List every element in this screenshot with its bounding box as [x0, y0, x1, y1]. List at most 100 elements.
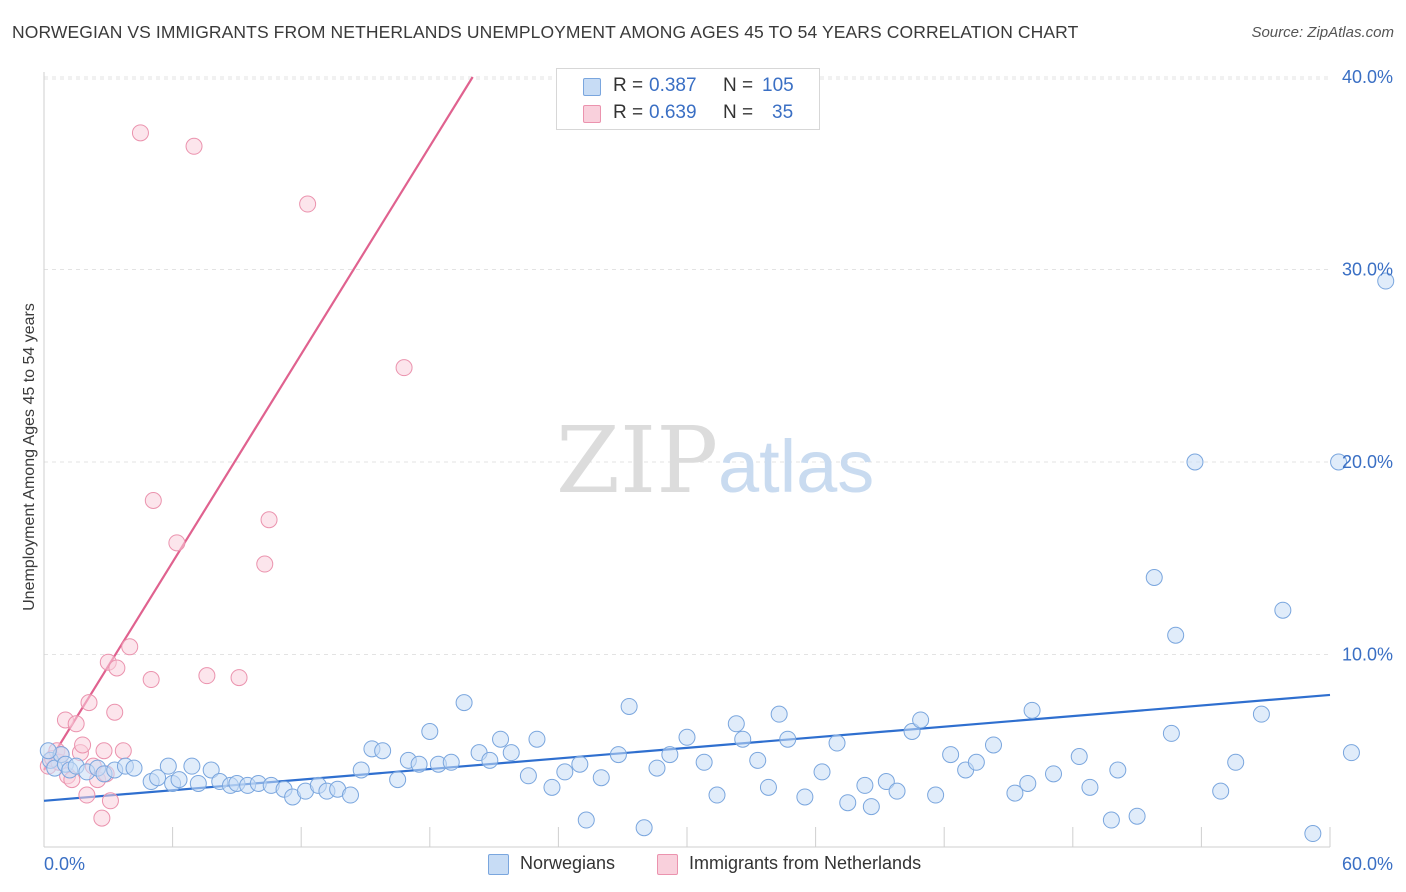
data-point-immigrants: [95, 742, 113, 760]
legend-swatch-pink: [583, 105, 601, 123]
data-point-immigrants: [114, 742, 132, 760]
data-point-norwegians: [1227, 753, 1245, 771]
data-point-immigrants: [108, 659, 126, 677]
y-tick-label: 20.0%: [1342, 452, 1393, 472]
r-label: R =: [613, 75, 644, 96]
data-point-norwegians: [1109, 761, 1127, 779]
data-point-norwegians: [813, 763, 831, 781]
data-point-norwegians: [528, 730, 546, 748]
data-point-immigrants: [93, 809, 111, 827]
data-point-norwegians: [984, 736, 1002, 754]
data-point-norwegians: [1102, 811, 1120, 829]
series-norwegians-points: [39, 272, 1395, 843]
data-point-norwegians: [609, 746, 627, 764]
legend-swatch-immigrants: [657, 854, 678, 875]
legend-swatch-norwegians: [488, 854, 509, 875]
data-point-immigrants: [78, 786, 96, 804]
data-point-norwegians: [862, 798, 880, 816]
x-tick-label: 60.0%: [1342, 854, 1393, 874]
data-point-norwegians: [1274, 601, 1292, 619]
data-point-norwegians: [1304, 825, 1322, 843]
data-point-norwegians: [543, 778, 561, 796]
data-point-norwegians: [39, 742, 57, 760]
data-point-immigrants: [395, 359, 413, 377]
data-point-immigrants: [185, 137, 203, 155]
data-point-norwegians: [352, 761, 370, 779]
data-point-norwegians: [828, 734, 846, 752]
legend-swatch-blue: [583, 78, 601, 96]
data-point-norwegians: [779, 730, 797, 748]
data-point-norwegians: [796, 788, 814, 806]
data-point-immigrants: [260, 511, 278, 529]
axes: [43, 72, 1331, 848]
data-point-norwegians: [1081, 778, 1099, 796]
data-point-immigrants: [106, 703, 124, 721]
data-point-norwegians: [661, 746, 679, 764]
data-point-norwegians: [442, 753, 460, 771]
data-point-norwegians: [125, 759, 143, 777]
n-value: 35: [772, 102, 794, 123]
series-legend: Norwegians Immigrants from Netherlands: [0, 852, 1406, 878]
data-point-norwegians: [159, 757, 177, 775]
data-point-immigrants: [256, 555, 274, 573]
data-point-norwegians: [927, 786, 945, 804]
legend-row-norwegians: R = 0.387 N = 105: [557, 75, 819, 99]
data-point-norwegians: [942, 746, 960, 764]
data-point-norwegians: [571, 755, 589, 773]
data-point-norwegians: [170, 771, 188, 789]
data-point-norwegians: [967, 753, 985, 771]
correlation-legend: R = 0.387 N = 105 R = 0.639 N = 35: [556, 68, 820, 130]
data-point-immigrants: [230, 669, 248, 687]
trend-line-immigrants: [43, 76, 474, 771]
y-tick-label: 40.0%: [1342, 67, 1393, 87]
data-point-immigrants: [142, 671, 160, 689]
data-point-norwegians: [912, 711, 930, 729]
data-point-immigrants: [101, 792, 119, 810]
r-value: 0.639: [649, 102, 697, 123]
data-point-norwegians: [903, 723, 921, 740]
data-point-norwegians: [759, 778, 777, 796]
data-point-norwegians: [695, 753, 713, 771]
r-label: R =: [613, 102, 644, 123]
n-value: 105: [762, 75, 794, 96]
data-point-norwegians: [556, 763, 574, 781]
y-tick-label: 10.0%: [1342, 645, 1393, 665]
data-point-norwegians: [1070, 748, 1088, 766]
data-point-norwegians: [1212, 782, 1230, 800]
data-point-norwegians: [1342, 744, 1360, 762]
legend-row-immigrants: R = 0.639 N = 35: [557, 102, 819, 126]
data-point-norwegians: [149, 769, 167, 787]
data-point-norwegians: [389, 771, 407, 789]
data-point-norwegians: [502, 744, 520, 762]
data-point-immigrants: [80, 694, 98, 712]
x-tick-label: 0.0%: [44, 854, 85, 874]
data-point-norwegians: [492, 730, 510, 748]
data-point-norwegians: [678, 728, 696, 746]
data-point-norwegians: [856, 776, 874, 794]
watermark-atlas: atlas: [718, 425, 874, 508]
data-point-norwegians: [648, 759, 666, 777]
data-point-norwegians: [421, 723, 439, 740]
data-point-norwegians: [770, 705, 788, 723]
data-point-norwegians: [1006, 784, 1024, 802]
data-point-norwegians: [189, 774, 207, 792]
data-point-norwegians: [877, 773, 895, 791]
legend-label-norwegians: Norwegians: [520, 853, 616, 873]
data-point-norwegians: [1167, 626, 1185, 644]
data-point-norwegians: [410, 755, 428, 773]
data-point-immigrants: [198, 667, 216, 685]
data-point-norwegians: [635, 819, 653, 837]
data-point-norwegians: [1019, 774, 1037, 792]
data-point-norwegians: [749, 751, 767, 769]
data-point-norwegians: [734, 730, 752, 748]
data-point-norwegians: [1330, 453, 1348, 471]
data-point-norwegians: [577, 811, 595, 829]
data-point-norwegians: [1023, 701, 1041, 719]
data-point-norwegians: [592, 769, 610, 787]
gridlines: [44, 76, 1330, 655]
data-point-norwegians: [202, 761, 220, 779]
data-point-norwegians: [1128, 807, 1146, 825]
n-label: N =: [723, 102, 754, 123]
data-point-immigrants: [67, 715, 85, 733]
